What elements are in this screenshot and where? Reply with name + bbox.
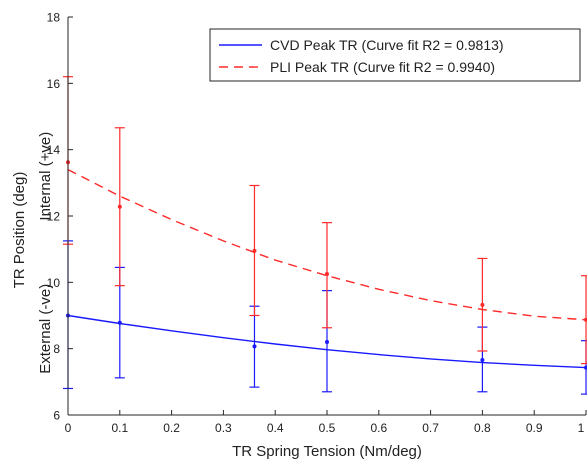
y-axis-external-label: External (-ve) bbox=[37, 284, 54, 374]
plot-area bbox=[63, 76, 587, 395]
data-point bbox=[325, 272, 329, 277]
y-axis-title: TR Position (deg) bbox=[11, 172, 28, 289]
y-tick-label: 12 bbox=[47, 210, 61, 224]
data-point bbox=[480, 357, 485, 362]
x-tick-label: 0.9 bbox=[526, 421, 543, 435]
x-tick-label: 1 bbox=[578, 421, 585, 435]
x-tick-label: 0.8 bbox=[474, 421, 491, 435]
x-tick-label: 0.7 bbox=[422, 421, 439, 435]
legend-label-cvd: CVD Peak TR (Curve fit R2 = 0.9813) bbox=[270, 37, 504, 53]
series-1 bbox=[63, 76, 587, 365]
y-tick-label: 18 bbox=[47, 11, 61, 25]
y-tick-label: 16 bbox=[47, 77, 61, 91]
y-tick-label: 8 bbox=[53, 342, 60, 356]
x-tick-label: 0 bbox=[65, 421, 72, 435]
legend: CVD Peak TR (Curve fit R2 = 0.9813) PLI … bbox=[209, 28, 581, 82]
series-0 bbox=[63, 240, 587, 395]
x-tick-label: 0.2 bbox=[163, 421, 180, 435]
data-point bbox=[325, 340, 329, 345]
legend-box bbox=[209, 28, 581, 82]
ticks: 0 0.1 0.2 0.3 0.4 0.5 0.6 0.7 0.8 0.9 168101214161… bbox=[47, 11, 587, 435]
x-tick-label: 0.6 bbox=[370, 421, 387, 435]
fit-line bbox=[67, 314, 587, 369]
y-axis-internal-label: Internal (+ve) bbox=[37, 132, 54, 221]
fit-line bbox=[67, 168, 587, 321]
x-tick-label: 0.1 bbox=[111, 421, 128, 435]
x-tick-label: 0.5 bbox=[319, 421, 336, 435]
legend-label-pli: PLI Peak TR (Curve fit R2 = 0.9940) bbox=[270, 59, 495, 75]
x-tick-label: 0.4 bbox=[267, 421, 284, 435]
data-point bbox=[252, 344, 257, 349]
y-tick-label: 6 bbox=[53, 409, 60, 423]
y-tick-label: 14 bbox=[47, 143, 61, 157]
data-point bbox=[117, 204, 122, 209]
x-axis-title: TR Spring Tension (Nm/deg) bbox=[232, 443, 422, 460]
x-tick-label: 0.3 bbox=[215, 421, 232, 435]
data-point bbox=[480, 302, 485, 307]
y-tick-label: 10 bbox=[47, 276, 61, 290]
